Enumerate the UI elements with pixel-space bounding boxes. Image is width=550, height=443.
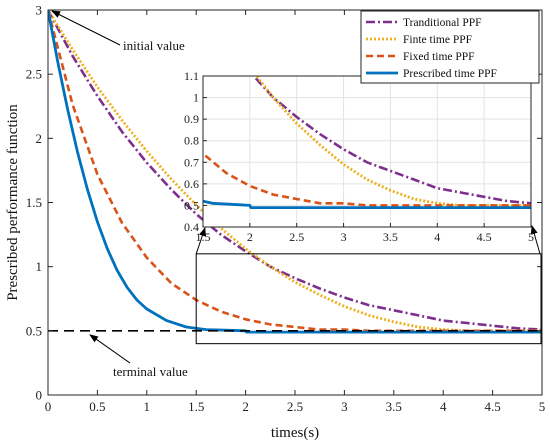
x-tick-label: 5 <box>539 399 546 414</box>
main-series-group <box>48 10 542 334</box>
x-tick-label: 2 <box>242 399 249 414</box>
y-tick-label: 0 <box>36 388 43 403</box>
inset-x-tick-label: 4 <box>434 230 440 244</box>
x-tick-label: 4.5 <box>484 399 500 414</box>
legend-label: Finte time PPF <box>403 34 472 46</box>
series-line-finte-time-ppf <box>48 10 542 333</box>
inset-x-tick-label: 3 <box>341 230 347 244</box>
inset-x-tick-label: 1.5 <box>196 230 211 244</box>
y-tick-label: 3 <box>36 3 43 18</box>
inset-y-tick-label: 0.7 <box>184 155 199 169</box>
main-axes: 0 0.5 1 1.5 2 2.5 3 3.5 4 4.5 5 0 0.5 1 1.5 2 2.5 3 times(… <box>5 3 545 442</box>
inset-series-line-prescribed-time-ppf <box>203 199 531 209</box>
zoom-connector-arrow-right <box>530 225 541 254</box>
y-tick-label: 2 <box>36 131 43 146</box>
legend-item-tranditional-ppf: Tranditional PPF <box>366 17 482 29</box>
x-tick-label: 3.5 <box>386 399 402 414</box>
inset-series-line-tranditional-ppf <box>252 76 531 205</box>
inset-y-tick-label: 1.1 <box>184 69 199 83</box>
x-tick-label: 3 <box>341 399 348 414</box>
zoom-region-box <box>195 253 542 345</box>
zoom-connector-arrow-left <box>195 227 206 254</box>
inset-background <box>203 76 531 227</box>
x-tick-label: 0.5 <box>89 399 105 414</box>
terminal-value-annotation: terminal value <box>113 364 188 379</box>
legend-label: Fixed time PPF <box>403 51 475 63</box>
x-tick-label: 1 <box>144 399 151 414</box>
inset-y-tick-label: 0.6 <box>184 177 199 191</box>
x-tick-label: 1.5 <box>188 399 204 414</box>
x-tick-label: 2.5 <box>287 399 303 414</box>
legend-item-fixed-time-ppf: Fixed time PPF <box>366 51 475 63</box>
legend-label: Prescribed time PPF <box>403 68 497 80</box>
y-axis-label: Prescribed performance function <box>5 104 21 301</box>
terminal-value-arrow <box>89 334 131 364</box>
x-axis-label: times(s) <box>271 425 319 441</box>
inset-axes: 1.5 2 2.5 3 3.5 4 4.5 5 0.4 0.5 0.6 0.7 0.8 0.9 1 1.1 <box>184 69 534 244</box>
inset-y-tick-label: 0.9 <box>184 112 199 126</box>
initial-value-arrow <box>51 10 121 46</box>
y-tick-label: 2.5 <box>26 67 42 82</box>
x-tick-label: 0 <box>45 399 52 414</box>
inset-y-tick-label: 1 <box>193 91 199 105</box>
x-tick-label: 4 <box>440 399 447 414</box>
annotations: initial value terminal value <box>51 10 188 379</box>
y-tick-label: 1.5 <box>26 195 42 210</box>
series-line-tranditional-ppf <box>48 10 542 331</box>
inset-x-tick-label: 4.5 <box>477 230 492 244</box>
inset-series-line-fixed-time-ppf <box>203 151 531 207</box>
inset-x-tick-label: 2 <box>247 230 253 244</box>
y-tick-label: 0.5 <box>26 323 42 338</box>
legend-label: Tranditional PPF <box>403 17 482 29</box>
inset-x-tick-label: 5 <box>528 230 534 244</box>
initial-value-annotation: initial value <box>123 38 185 53</box>
inset-x-tick-label: 3.5 <box>383 230 398 244</box>
inset-y-tick-label: 0.4 <box>184 220 199 234</box>
legend-item-prescribed-time-ppf: Prescribed time PPF <box>366 68 497 80</box>
legend-item-finte-time-ppf: Finte time PPF <box>366 34 472 46</box>
inset-y-tick-label: 0.8 <box>184 134 199 148</box>
inset-y-tick-label: 0.5 <box>184 198 199 212</box>
overlay-group <box>195 225 542 345</box>
inset-x-tick-label: 2.5 <box>289 230 304 244</box>
y-tick-label: 1 <box>36 259 43 274</box>
legend: Tranditional PPF Finte time PPF Fixed time… <box>360 10 540 84</box>
series-line-prescribed-time-ppf <box>48 10 542 334</box>
inset-series-group <box>203 76 531 209</box>
